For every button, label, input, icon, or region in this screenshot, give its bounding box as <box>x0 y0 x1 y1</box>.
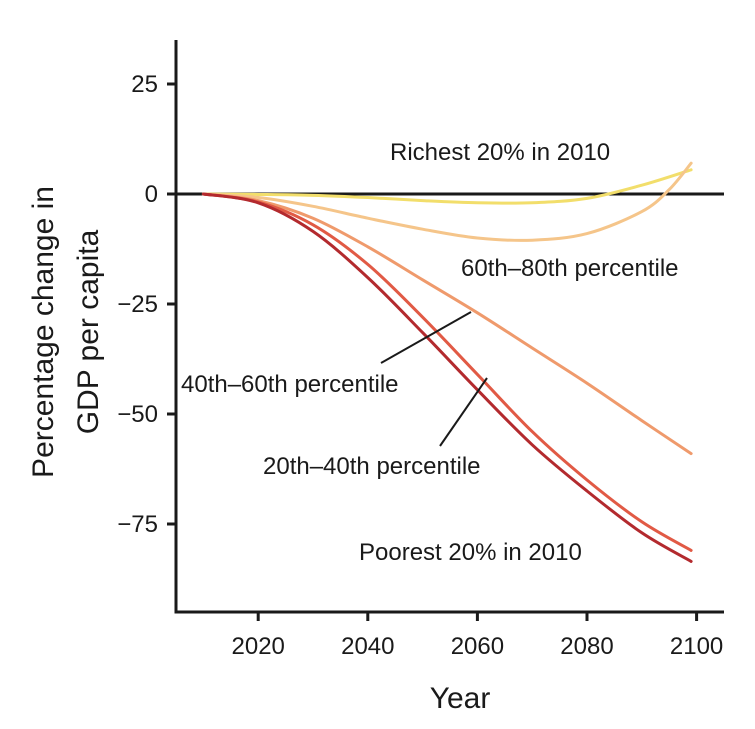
y-axis-title-line-1: Percentage change in <box>27 186 60 478</box>
x-tick-label: 2080 <box>560 633 613 660</box>
annotation-60th-80th: 60th–80th percentile <box>461 255 679 282</box>
x-axis-title: Year <box>430 682 491 715</box>
annotation-20th-40th: 20th–40th percentile <box>263 453 481 480</box>
annotations: Richest 20% in 2010 60th–80th percentile… <box>181 139 679 566</box>
annotation-poorest: Poorest 20% in 2010 <box>359 539 582 566</box>
series-line-20th-40th-percentile <box>201 192 693 552</box>
annotation-richest: Richest 20% in 2010 <box>390 139 610 166</box>
series-line-40th-60th-percentile <box>201 192 693 456</box>
y-ticks: 25 0 −25 −50 −75 <box>117 71 176 538</box>
x-ticks: 2020 2040 2060 2080 2100 <box>232 612 723 660</box>
y-tick-label: −50 <box>117 401 158 428</box>
annotation-40th-60th: 40th–60th percentile <box>181 371 399 398</box>
y-tick-label: 0 <box>145 181 158 208</box>
leader-line-20th-40th <box>439 377 488 447</box>
x-tick-label: 2100 <box>670 633 723 660</box>
y-tick-label: −25 <box>117 291 158 318</box>
axes <box>174 40 724 614</box>
x-tick-label: 2020 <box>232 633 285 660</box>
series-line-richest-20-in-2010 <box>201 168 693 205</box>
x-tick-label: 2060 <box>451 633 504 660</box>
y-axis-title-line-2: GDP per capita <box>72 229 105 434</box>
series-layer <box>201 161 693 563</box>
leader-line-40th-60th <box>380 311 472 364</box>
y-tick-label: 25 <box>131 71 158 98</box>
series-line-60th-80th-percentile <box>201 161 693 242</box>
series-line-poorest-20-in-2010 <box>201 192 693 563</box>
y-tick-label: −75 <box>117 511 158 538</box>
y-axis-title: Percentage change in GDP per capita <box>27 186 105 478</box>
x-tick-label: 2040 <box>341 633 394 660</box>
annotation-leader-lines <box>380 311 488 447</box>
